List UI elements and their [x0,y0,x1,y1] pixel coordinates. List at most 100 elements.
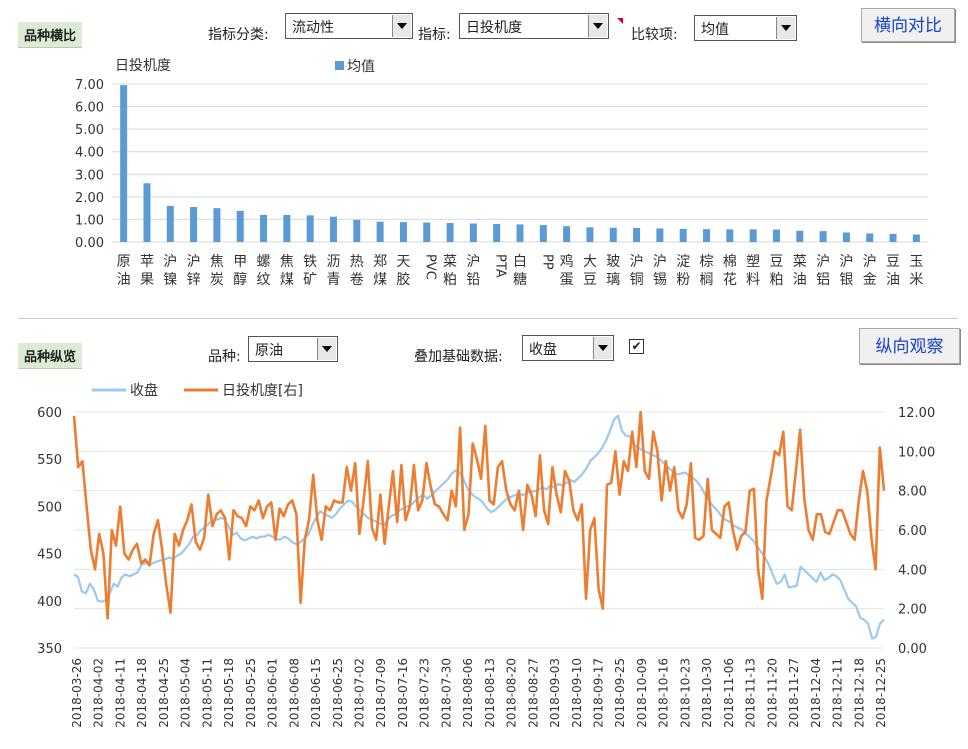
indicator-dropdown[interactable]: 日投机度 [459,13,609,39]
x-tick-label: PP [539,254,554,270]
bar [749,229,757,242]
x-tick-label: 2018-06-15 [309,658,323,728]
x-tick-label: 豆粕 [769,254,783,288]
bar [190,207,198,242]
category-dropdown[interactable]: 流动性 [285,13,413,39]
cross-compare-button[interactable]: 横向对比 [861,8,955,42]
x-tick-label: 2018-11-13 [744,658,758,728]
x-tick-label: 郑煤 [373,254,387,288]
bar-chart: 日投机度 均值 0.00 1.00 2.00 3.00 4.00 5.00 6.00 7.00… [75,58,928,288]
overlay-checkbox[interactable]: ✔ [629,339,644,354]
x-tick-label: 焦炭 [210,254,224,288]
x-tick-label: 2018-08-06 [461,658,475,728]
overlay-dropdown[interactable]: 收盘 [522,335,614,361]
bar-legend-label: 均值 [347,59,375,75]
x-tick-label: 2018-12-18 [852,658,866,728]
chevron-down-icon[interactable] [776,17,795,39]
bar [376,221,384,242]
x-tick-label: 棕榈 [700,254,714,288]
y-left-tick-label: 550 [37,453,62,468]
x-tick-label: 鸡蛋 [560,253,574,288]
x-tick-label: 沪锌 [187,254,201,288]
bar [772,229,780,242]
x-tick-label: 2018-07-02 [352,658,366,728]
bar [539,225,547,242]
overlay-value: 收盘 [529,342,557,358]
bar-chart-title: 日投机度 [115,58,171,74]
y-tick-label: 7.00 [75,78,104,93]
x-tick-label: 菜油 [793,254,807,288]
x-tick-label: 淀粉 [676,254,690,288]
x-tick-label: 菜粕 [443,254,457,288]
x-tick-label: 2018-11-27 [787,658,801,728]
chevron-down-icon[interactable] [317,338,336,360]
y-tick-label: 6.00 [75,101,104,116]
x-tick-label: 2018-10-16 [657,658,671,728]
bar [236,210,244,242]
x-tick-label: 沪锡 [653,254,667,288]
x-tick-label: 2018-04-25 [157,658,171,728]
x-tick-label: 2018-10-23 [678,658,692,728]
time-observe-button[interactable]: 纵向观察 [859,328,960,364]
y-tick-label: 4.00 [75,146,104,161]
section-label-time: 品种纵览 [18,343,83,369]
legend-swatch [335,61,344,70]
panel-divider [18,318,958,319]
bar [120,85,128,242]
y-left-tick-label: 500 [37,500,62,515]
bar [516,224,524,242]
bar [283,214,291,242]
x-tick-label: 甲醇 [233,254,247,288]
x-tick-label: 2018-06-08 [287,658,301,728]
y-tick-label: 0.00 [75,236,104,251]
variety-label: 品种: [208,349,241,365]
bar [586,227,594,242]
indicator-value: 日投机度 [466,20,522,36]
indicator-label: 指标: [418,27,451,43]
x-tick-label: 沪银 [839,254,853,288]
x-tick-label: 白糖 [513,254,527,288]
x-tick-label: 2018-04-11 [113,658,127,728]
x-tick-label: 2018-08-13 [483,658,497,728]
bar [469,223,477,242]
y-left-tick-label: 600 [37,406,62,421]
x-tick-label: 沪铅 [466,254,480,288]
y-right-tick-label: 2.00 [898,603,927,618]
x-tick-label: 2018-09-25 [613,658,627,728]
x-tick-label: 玻璃 [606,254,620,288]
variety-dropdown[interactable]: 原油 [248,336,338,362]
section-label-cross: 品种横比 [18,22,83,48]
x-tick-label: 塑料 [746,254,760,288]
y-right-tick-label: 10.00 [898,445,935,460]
y-right-tick-label: 12.00 [898,406,935,421]
x-tick-label: 2018-07-09 [374,658,388,728]
x-tick-label: 2018-07-30 [439,658,453,728]
x-tick-label: 2018-03-26 [70,658,84,728]
x-tick-label: 2018-10-09 [635,658,649,728]
compare-dropdown[interactable]: 均值 [694,15,797,41]
x-tick-label: 2018-11-20 [765,658,779,728]
x-tick-label: 2018-05-04 [179,658,193,728]
x-tick-label: PTA [493,254,508,278]
bar [609,227,617,242]
chevron-down-icon[interactable] [593,337,612,359]
x-tick-label: 焦煤 [280,254,294,288]
y-left-tick-label: 350 [37,642,62,657]
overlay-label: 叠加基础数据: [414,349,503,365]
x-tick-label: 2018-09-17 [592,658,606,728]
y-right-tick-label: 6.00 [898,524,927,539]
x-tick-label: 沪铝 [816,254,830,288]
bar [656,228,664,242]
chevron-down-icon[interactable] [392,15,411,37]
x-tick-label: 2018-07-16 [396,658,410,728]
chevron-down-icon[interactable] [588,15,607,37]
x-tick-label: 2018-06-01 [266,658,280,728]
x-tick-label: 2018-05-11 [200,658,214,728]
bar [353,219,361,242]
y-left-tick-label: 400 [37,595,62,610]
variety-value: 原油 [255,343,283,359]
bar [260,214,268,242]
x-tick-label: 螺纹 [257,254,271,288]
x-tick-label: 2018-07-23 [418,658,432,728]
bar [866,233,874,242]
